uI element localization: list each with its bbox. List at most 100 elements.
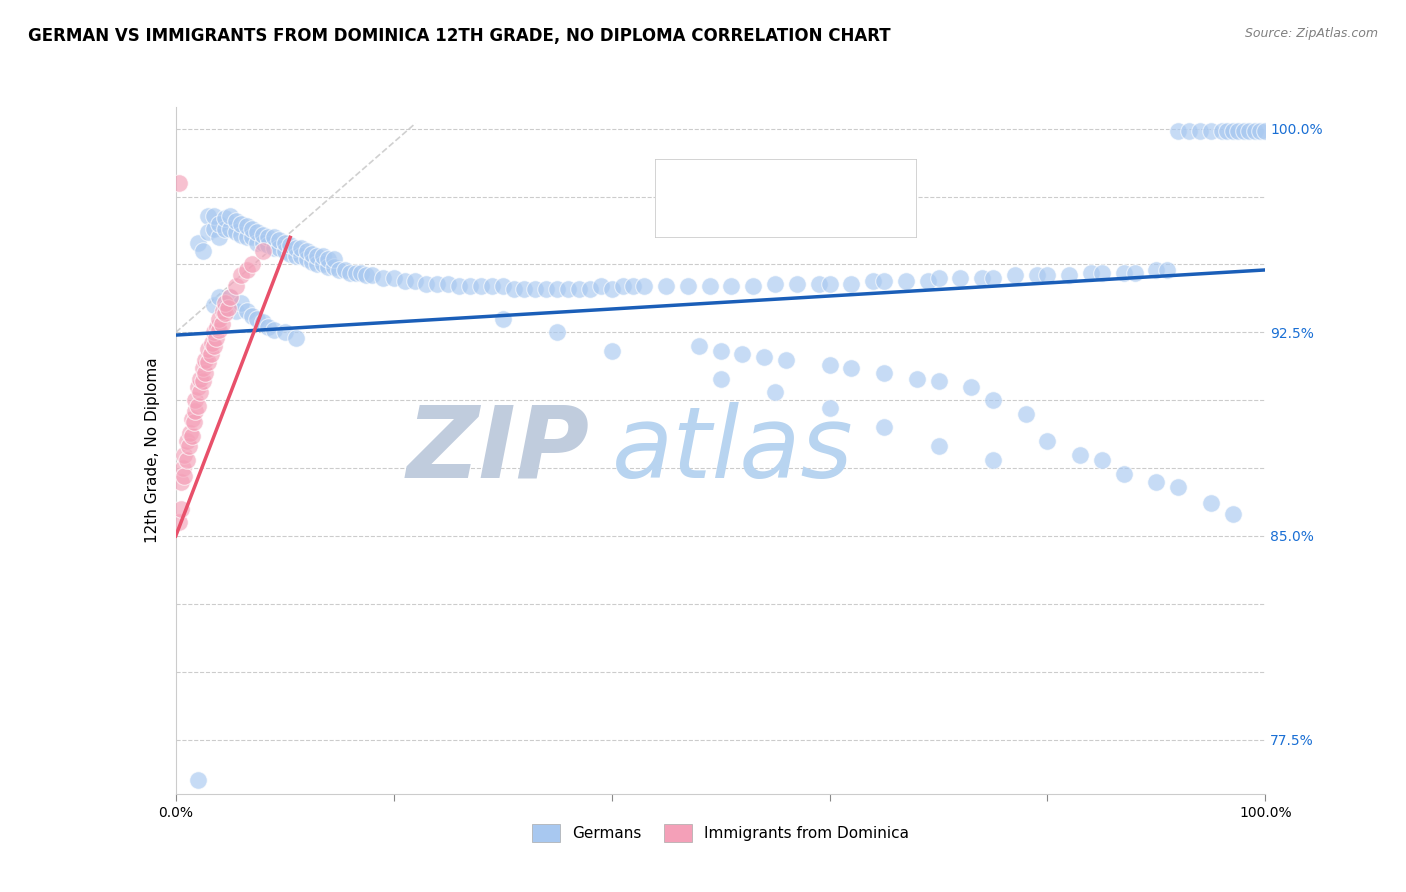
- Point: [676, 279, 699, 293]
- Point: [263, 323, 285, 337]
- Point: [1199, 496, 1222, 510]
- Text: 45: 45: [852, 206, 875, 225]
- Legend: Germans, Immigrants from Dominica: Germans, Immigrants from Dominica: [526, 818, 915, 848]
- Point: [167, 516, 190, 530]
- Point: [290, 249, 312, 263]
- Point: [318, 260, 340, 275]
- Point: [970, 271, 993, 285]
- Point: [240, 258, 263, 272]
- Point: [1091, 266, 1114, 280]
- Point: [201, 336, 224, 351]
- Point: [176, 453, 198, 467]
- FancyBboxPatch shape: [665, 203, 692, 227]
- Point: [284, 241, 307, 255]
- Point: [1004, 268, 1026, 283]
- Point: [731, 347, 754, 361]
- Point: [194, 352, 217, 367]
- Point: [186, 399, 209, 413]
- Point: [274, 235, 297, 250]
- Point: [235, 230, 257, 244]
- Point: [202, 326, 225, 340]
- Point: [231, 295, 253, 310]
- Point: [208, 230, 231, 244]
- Point: [202, 222, 225, 236]
- Text: N =: N =: [807, 206, 844, 225]
- Point: [470, 279, 492, 293]
- Point: [200, 347, 222, 361]
- Point: [492, 279, 515, 293]
- Text: R =: R =: [702, 206, 738, 225]
- Point: [1036, 434, 1059, 448]
- Text: Source: ZipAtlas.com: Source: ZipAtlas.com: [1244, 27, 1378, 40]
- Point: [167, 176, 190, 190]
- Point: [246, 235, 269, 250]
- Point: [405, 274, 427, 288]
- Point: [1015, 407, 1038, 421]
- Point: [219, 290, 242, 304]
- Point: [710, 344, 733, 359]
- Point: [1199, 124, 1222, 138]
- Point: [655, 279, 678, 293]
- Point: [225, 279, 247, 293]
- Point: [231, 268, 253, 283]
- Point: [905, 371, 928, 385]
- Point: [1167, 480, 1189, 494]
- Point: [621, 279, 644, 293]
- Point: [197, 225, 219, 239]
- Point: [754, 350, 776, 364]
- Point: [240, 309, 263, 323]
- Point: [1025, 268, 1047, 283]
- Point: [524, 282, 547, 296]
- Point: [1243, 124, 1265, 138]
- Point: [546, 282, 568, 296]
- Point: [818, 401, 841, 416]
- Point: [181, 428, 204, 442]
- Point: [742, 279, 765, 293]
- Point: [194, 366, 217, 380]
- Point: [191, 374, 214, 388]
- Point: [219, 290, 242, 304]
- Point: [284, 249, 307, 263]
- Point: [1189, 124, 1212, 138]
- Text: 0.268: 0.268: [747, 171, 799, 189]
- Point: [339, 266, 361, 280]
- Point: [205, 320, 228, 334]
- Point: [301, 254, 323, 268]
- Point: [1167, 124, 1189, 138]
- Point: [295, 244, 318, 258]
- Point: [312, 249, 335, 263]
- Point: [1216, 124, 1239, 138]
- Point: [862, 274, 884, 288]
- Point: [208, 290, 231, 304]
- Point: [252, 314, 274, 328]
- Point: [960, 379, 983, 393]
- Point: [217, 301, 239, 315]
- Point: [328, 263, 350, 277]
- Point: [394, 274, 416, 288]
- Point: [274, 326, 297, 340]
- Point: [1069, 448, 1091, 462]
- Point: [818, 358, 841, 372]
- Point: [344, 266, 367, 280]
- Point: [197, 209, 219, 223]
- Point: [981, 393, 1004, 408]
- Point: [179, 425, 201, 440]
- Point: [360, 268, 382, 283]
- Point: [786, 277, 808, 291]
- Point: [240, 230, 263, 244]
- Point: [219, 209, 242, 223]
- Point: [1123, 266, 1146, 280]
- Point: [191, 360, 214, 375]
- Point: [1227, 124, 1250, 138]
- Point: [214, 301, 236, 315]
- Point: [225, 214, 247, 228]
- Point: [263, 241, 285, 255]
- Point: [1156, 263, 1178, 277]
- Point: [278, 238, 301, 252]
- Point: [214, 295, 236, 310]
- Point: [589, 279, 612, 293]
- Point: [894, 274, 917, 288]
- Point: [312, 258, 335, 272]
- Point: [307, 249, 329, 263]
- Point: [176, 434, 198, 448]
